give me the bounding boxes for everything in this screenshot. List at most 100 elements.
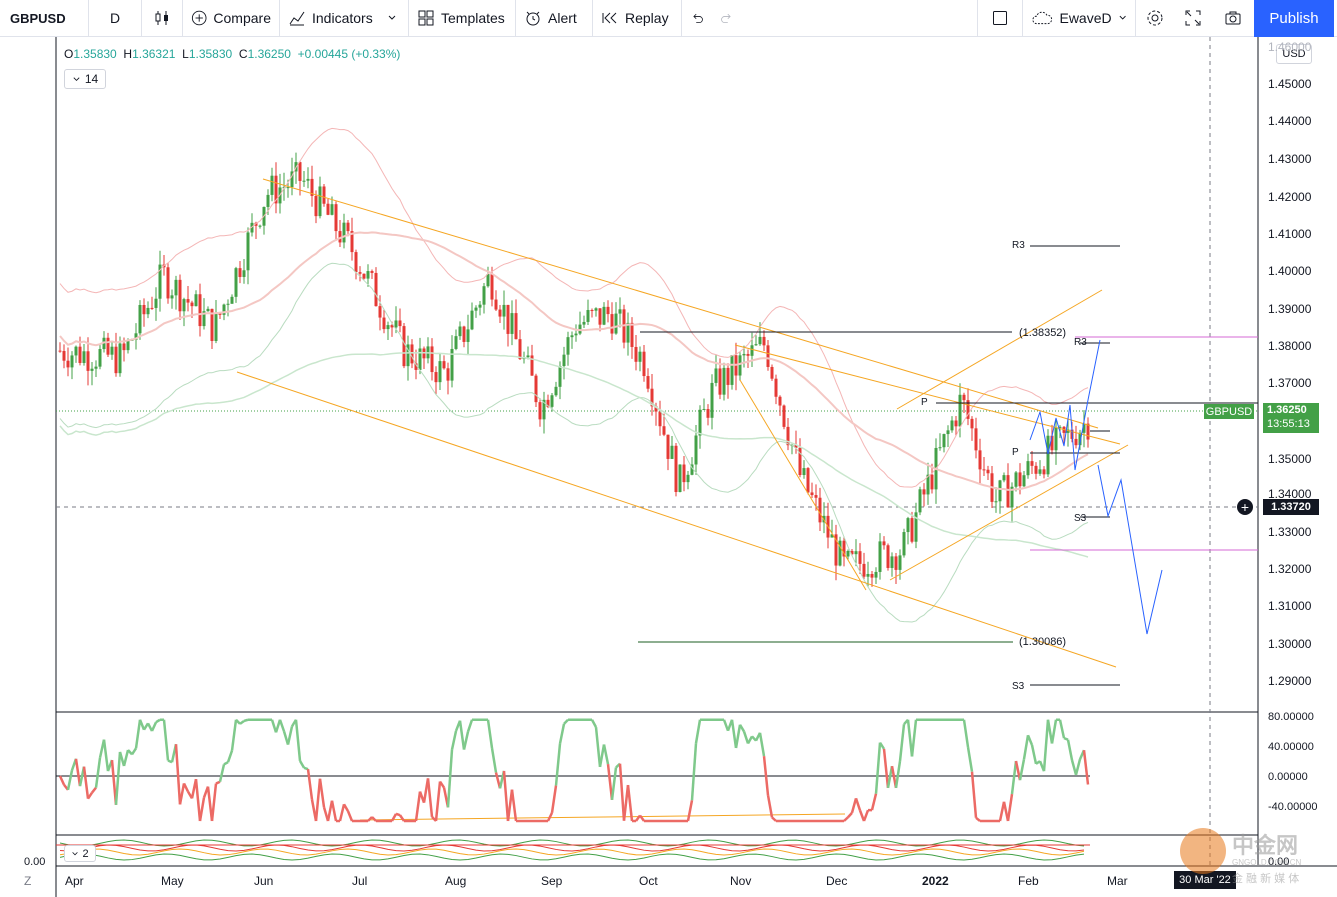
price-tick-label: 1.45000: [1268, 77, 1312, 91]
candle-body: [914, 512, 918, 542]
chart-type-button[interactable]: [142, 0, 182, 37]
oscillator-segment: [546, 812, 554, 822]
templates-label: Templates: [441, 10, 505, 26]
oscillator-segment: [690, 743, 698, 801]
oscillator-segment: [554, 743, 562, 786]
replay-button[interactable]: Replay: [593, 0, 681, 37]
currency-selector[interactable]: USD: [1276, 44, 1312, 64]
candle-body: [362, 273, 366, 279]
candle-body: [270, 175, 274, 195]
symbol-price-tag: GBPUSD: [1204, 404, 1254, 419]
candle-body: [722, 367, 726, 395]
divider: [681, 0, 682, 37]
candle-body: [706, 409, 710, 418]
oscillator-segment: [626, 784, 634, 822]
candle-body: [346, 222, 350, 232]
candle-body: [890, 556, 894, 568]
indicators-icon: [289, 11, 305, 26]
divider: [1022, 0, 1023, 37]
high-level-label: (1.38352): [1019, 327, 1067, 339]
sub-indicator-line: [59, 844, 1085, 852]
candle-body: [410, 344, 414, 364]
candle-body: [702, 409, 706, 411]
layout-menu-button[interactable]: EwaveD: [1023, 0, 1135, 37]
oscillator-segment: [458, 720, 466, 750]
indicator-collapse-button[interactable]: 14: [64, 69, 106, 89]
price-tick-label: 1.42000: [1268, 190, 1312, 204]
symbol-search[interactable]: GBPUSD: [10, 10, 66, 26]
oscillator-segment: [906, 719, 914, 757]
interval-button[interactable]: D: [109, 10, 121, 26]
candle-body: [874, 571, 878, 578]
redo-button[interactable]: [712, 0, 742, 37]
candle-body: [454, 336, 458, 349]
square-icon: [993, 11, 1007, 25]
oscillator-trendline: [359, 813, 846, 821]
candle-body: [670, 445, 674, 459]
compare-button[interactable]: Compare: [183, 0, 279, 37]
oscillator-segment: [122, 749, 130, 767]
candle-body: [986, 469, 990, 474]
oscillator-segment: [226, 750, 234, 763]
candle-body: [766, 345, 770, 367]
moving-average-100: [59, 351, 1089, 558]
candle-body: [366, 271, 370, 279]
candle-body: [690, 464, 694, 475]
candle-body: [86, 351, 90, 371]
price-tick-label: 1.39000: [1268, 302, 1312, 316]
undo-button[interactable]: [682, 0, 712, 37]
oscillator-segment: [1058, 719, 1066, 739]
candle-body: [182, 299, 186, 312]
candle-body: [930, 474, 934, 490]
trendline: [734, 344, 1121, 445]
fullscreen-button[interactable]: [1174, 0, 1212, 37]
alert-button[interactable]: Alert: [516, 0, 592, 37]
currency-label: USD: [1282, 48, 1306, 60]
candle-body: [838, 540, 842, 566]
indicators-button[interactable]: Indicators: [280, 0, 408, 37]
oscillator-segment: [738, 724, 746, 733]
time-tick-label: Jun: [254, 874, 274, 888]
candle-body: [582, 321, 586, 325]
timezone-mark[interactable]: Z: [24, 874, 32, 888]
candle-body: [466, 329, 470, 342]
candles-icon: [155, 11, 168, 25]
snapshot-button[interactable]: [1212, 0, 1254, 37]
candle-body: [978, 450, 982, 470]
candle-body: [574, 333, 578, 336]
oscillator-segment: [367, 816, 373, 822]
candle-body: [490, 274, 494, 300]
oscillator-segment: [746, 735, 754, 745]
time-tick-label: May: [161, 874, 184, 888]
change-value: +0.00445 (+0.33%): [297, 47, 401, 61]
templates-button[interactable]: Templates: [409, 0, 515, 37]
candle-body: [178, 279, 182, 312]
oscillator-segment: [766, 794, 774, 818]
candle-body: [1030, 461, 1034, 466]
oscillator-segment: [82, 766, 90, 799]
oscillator-segment: [563, 718, 569, 725]
candle-body: [842, 540, 846, 557]
watermark: 中金网 GNGOLD.COM.CN 金 融 新 媒 体: [1180, 828, 1330, 888]
r3-upper-label: R3: [1012, 240, 1025, 251]
oscillator-segment: [1082, 750, 1090, 785]
oscillator-segment: [1066, 739, 1074, 761]
trendline: [236, 371, 1117, 668]
oscillator-segment: [150, 721, 158, 732]
oscillator-segment: [686, 799, 694, 822]
fullscreen-layout-button[interactable]: [978, 0, 1022, 37]
candle-body: [402, 326, 406, 367]
price-chart[interactable]: [0, 37, 1337, 897]
add-alert-plus-icon[interactable]: +: [1237, 499, 1253, 515]
candle-body: [1022, 475, 1026, 487]
publish-button[interactable]: Publish: [1254, 0, 1334, 37]
oscillator-segment: [854, 797, 862, 811]
candle-body: [782, 405, 786, 427]
settings-button[interactable]: [1136, 0, 1174, 37]
sub-indicator-line: [59, 848, 1085, 856]
oscillator-segment: [898, 724, 906, 762]
sub-indicator-collapse-button[interactable]: 2: [64, 845, 96, 862]
oscillator-segment: [1018, 758, 1026, 781]
oscillator-segment: [558, 723, 566, 744]
oscillator-segment: [235, 718, 241, 725]
